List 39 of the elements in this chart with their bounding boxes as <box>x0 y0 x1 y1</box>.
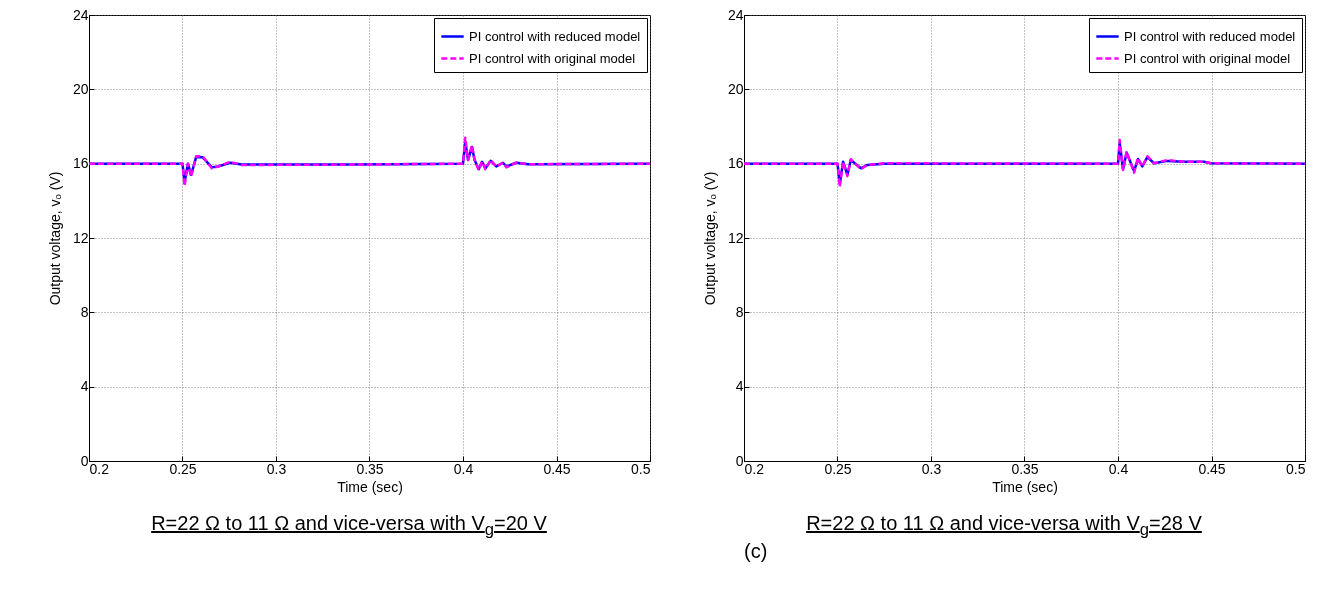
y-axis-title: Output voltage, vₒ (V) <box>46 171 63 306</box>
x-tick-label: 0.35 <box>356 460 384 477</box>
x-tick-label: 0.25 <box>824 460 852 477</box>
legend-label: PI control with reduced model <box>469 28 641 44</box>
x-tick-label: 0.5 <box>1286 460 1306 477</box>
x-tick-label: 0.35 <box>1011 460 1039 477</box>
x-tick-label: 0.2 <box>744 460 765 477</box>
y-tick-label: 4 <box>735 378 744 395</box>
y-tick-label: 16 <box>72 155 89 172</box>
x-tick-label: 0.3 <box>921 460 942 477</box>
x-tick-label: 0.4 <box>453 460 474 477</box>
y-tick-label: 24 <box>727 6 744 23</box>
y-tick-label: 16 <box>727 155 744 172</box>
y-tick-label: 8 <box>735 303 744 320</box>
x-tick-label: 0.45 <box>543 460 571 477</box>
y-tick-label: 24 <box>72 6 89 23</box>
x-tick-label: 0.25 <box>169 460 197 477</box>
x-tick-label: 0.5 <box>631 460 651 477</box>
y-axis-title: Output voltage, vₒ (V) <box>701 171 718 306</box>
x-tick-label: 0.2 <box>89 460 110 477</box>
y-tick-label: 0 <box>80 452 89 469</box>
y-tick-label: 20 <box>727 80 744 97</box>
y-tick-label: 8 <box>80 303 89 320</box>
y-tick-label: 20 <box>72 80 89 97</box>
x-axis-title: Time (sec) <box>337 478 403 495</box>
text: (c) <box>744 540 769 563</box>
legend-label: PI control with original model <box>469 50 636 66</box>
y-tick-label: 4 <box>80 378 89 395</box>
y-tick-label: 12 <box>72 229 89 246</box>
x-tick-label: 0.3 <box>266 460 287 477</box>
text: R=22 Ω to 11 Ω and vice-versa with V$_{g}$=20 V <box>150 512 548 540</box>
y-tick-label: 12 <box>727 229 744 246</box>
x-tick-label: 0.4 <box>1108 460 1129 477</box>
legend-label: PI control with reduced model <box>1124 28 1296 44</box>
text: R=22 Ω to 11 Ω and vice-versa with V$_{g}$=28 V <box>805 512 1203 540</box>
legend-label: PI control with original model <box>1124 50 1291 66</box>
y-tick-label: 0 <box>735 452 744 469</box>
x-tick-label: 0.45 <box>1198 460 1226 477</box>
x-axis-title: Time (sec) <box>992 478 1058 495</box>
